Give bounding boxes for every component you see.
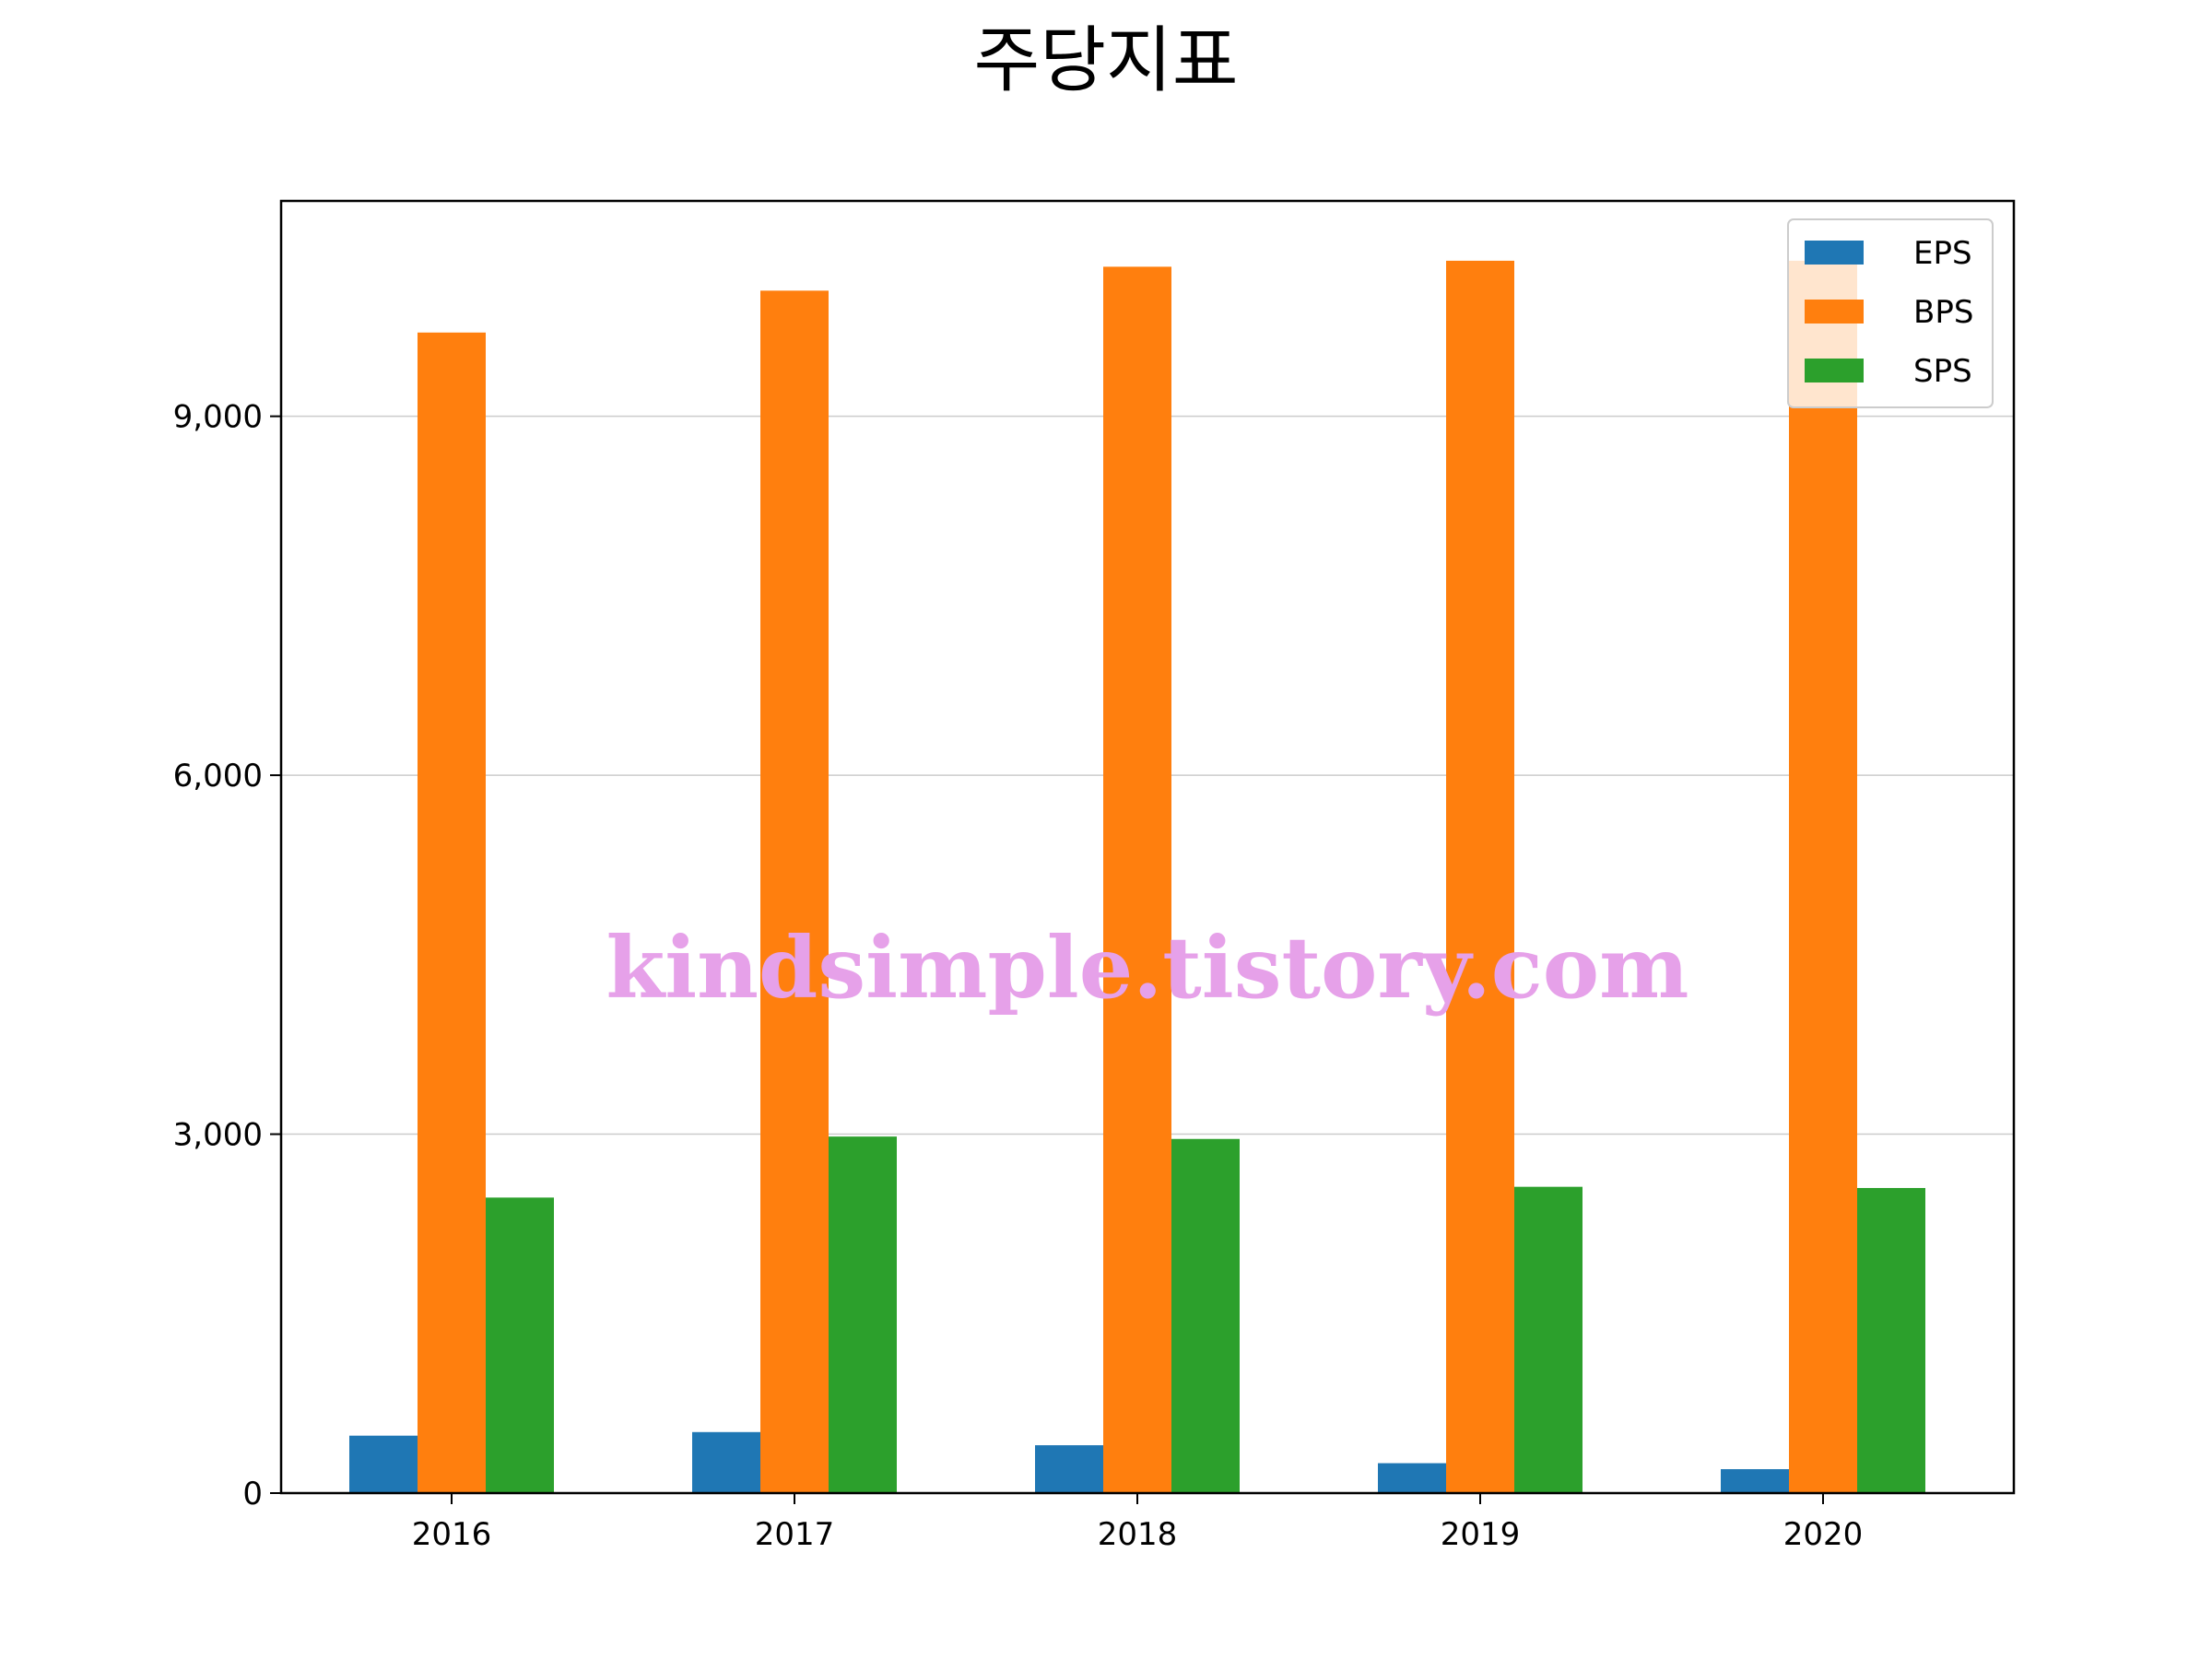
bar-sps-2018 — [1171, 1138, 1240, 1493]
plot-frame — [279, 199, 2016, 1495]
legend-label-eps: EPS — [1913, 235, 1972, 272]
bar-sps-2016 — [486, 1197, 554, 1493]
ticks-layer: 0 3,000 6,000 9,000 2016 2017 2018 2019 2020 — [173, 399, 1864, 1553]
bar-eps-2020 — [1721, 1469, 1789, 1493]
bar-eps-2019 — [1378, 1463, 1446, 1493]
x-tick-label: 2016 — [412, 1516, 492, 1553]
legend-label-sps: SPS — [1913, 353, 1972, 390]
bar-bps-2020 — [1789, 260, 1857, 1493]
watermark-text: kindsimple.tistory.com — [606, 918, 1688, 1018]
bar-bps-2017 — [760, 290, 829, 1494]
x-tick-label: 2020 — [1783, 1516, 1864, 1553]
y-tick-label: 0 — [242, 1476, 263, 1512]
y-tick-label: 9,000 — [173, 399, 263, 436]
bar-eps-2016 — [349, 1435, 418, 1493]
bars-layer — [349, 260, 1925, 1494]
bar-sps-2017 — [829, 1136, 897, 1493]
y-tick-label: 6,000 — [173, 758, 263, 794]
x-tick-label: 2017 — [755, 1516, 835, 1553]
bar-eps-2017 — [692, 1431, 760, 1493]
y-tick-label: 3,000 — [173, 1117, 263, 1154]
legend-swatch-eps — [1805, 241, 1864, 265]
legend: EPS BPS SPS — [1787, 218, 1994, 408]
bar-eps-2018 — [1035, 1445, 1103, 1493]
legend-label-bps: BPS — [1913, 294, 1973, 331]
bar-sps-2020 — [1857, 1187, 1925, 1493]
bar-bps-2019 — [1446, 260, 1514, 1493]
legend-swatch-bps — [1805, 300, 1864, 324]
bar-bps-2016 — [418, 332, 486, 1494]
x-tick-label: 2019 — [1441, 1516, 1521, 1553]
legend-swatch-sps — [1805, 359, 1864, 382]
bar-sps-2019 — [1514, 1186, 1583, 1493]
x-tick-label: 2018 — [1098, 1516, 1178, 1553]
bar-bps-2018 — [1103, 266, 1171, 1493]
chart-title: 주당지표 — [973, 19, 1238, 102]
